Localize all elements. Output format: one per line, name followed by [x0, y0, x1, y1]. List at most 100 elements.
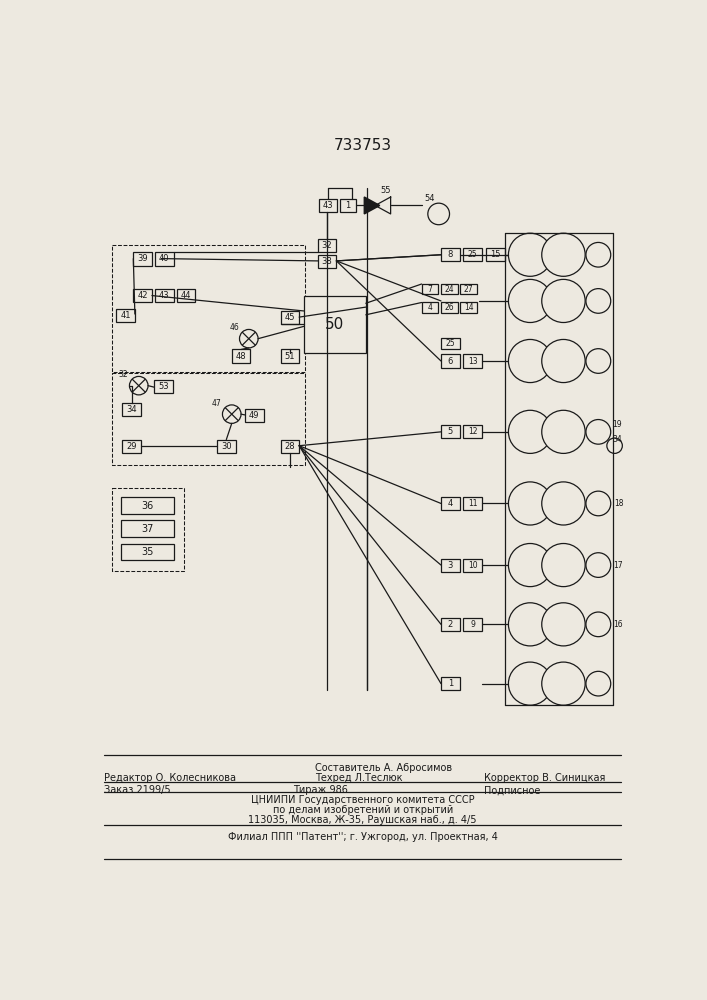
Text: 4: 4 [428, 303, 433, 312]
Circle shape [508, 279, 552, 323]
Text: 9: 9 [470, 620, 475, 629]
Bar [155, 289, 174, 302]
Text: 8: 8 [448, 250, 453, 259]
Bar [441, 677, 460, 690]
Text: 28: 28 [284, 442, 296, 451]
Bar [441, 284, 457, 294]
Text: 1: 1 [448, 679, 453, 688]
Bar [464, 559, 482, 572]
Text: 36: 36 [141, 501, 153, 511]
Bar [441, 354, 460, 368]
Circle shape [542, 544, 585, 587]
Text: 27: 27 [464, 285, 474, 294]
Bar [121, 520, 174, 537]
Text: Тираж 986: Тираж 986 [293, 785, 349, 795]
Circle shape [508, 410, 552, 453]
Bar [112, 245, 305, 372]
Bar [464, 425, 482, 438]
Bar [232, 349, 250, 363]
Circle shape [542, 662, 585, 705]
Bar [112, 488, 185, 571]
Text: 1: 1 [346, 201, 351, 210]
Text: 25: 25 [468, 250, 478, 259]
Text: 16: 16 [614, 620, 624, 629]
Text: 47: 47 [211, 399, 221, 408]
Bar [460, 284, 477, 294]
Text: 53: 53 [158, 382, 169, 391]
Text: 25: 25 [445, 339, 455, 348]
Text: Редактор О. Колесникова: Редактор О. Колесникова [104, 773, 236, 783]
Circle shape [542, 279, 585, 323]
Text: 733753: 733753 [334, 138, 392, 153]
Text: 12: 12 [468, 427, 477, 436]
Circle shape [607, 438, 622, 453]
Bar [121, 544, 174, 560]
Text: 43: 43 [322, 201, 333, 210]
Bar [281, 311, 299, 324]
Text: ЦНИИПИ Государственного комитета СССР: ЦНИИПИ Государственного комитета СССР [251, 795, 474, 805]
Text: 4: 4 [448, 499, 453, 508]
Text: 19: 19 [612, 420, 621, 429]
Circle shape [586, 491, 611, 516]
Circle shape [508, 233, 552, 276]
Text: 41: 41 [120, 311, 131, 320]
Circle shape [223, 405, 241, 423]
Text: 17: 17 [614, 561, 624, 570]
Text: 37: 37 [141, 524, 153, 534]
Bar [340, 199, 356, 212]
Text: 34: 34 [612, 435, 621, 444]
Bar [116, 309, 135, 322]
Bar [319, 199, 337, 212]
Text: 39: 39 [137, 254, 148, 263]
Text: 18: 18 [614, 499, 624, 508]
Text: 14: 14 [464, 303, 474, 312]
Circle shape [428, 203, 450, 225]
Bar [121, 497, 174, 514]
Bar [486, 248, 505, 261]
Text: 51: 51 [285, 352, 295, 361]
Text: 29: 29 [127, 442, 137, 451]
Text: Заказ 2199/5: Заказ 2199/5 [104, 785, 170, 795]
Circle shape [542, 410, 585, 453]
Text: Корректор В. Синицкая: Корректор В. Синицкая [484, 773, 605, 783]
Text: 48: 48 [235, 352, 246, 361]
Bar [177, 289, 195, 302]
Bar [112, 373, 305, 465]
Circle shape [586, 671, 611, 696]
Text: 13: 13 [468, 357, 478, 366]
Circle shape [129, 376, 148, 395]
Bar [154, 380, 173, 393]
Text: Филиал ППП ''Патент''; г. Ужгород, ул. Проектная, 4: Филиал ППП ''Патент''; г. Ужгород, ул. П… [228, 832, 498, 842]
Text: 55: 55 [380, 186, 390, 195]
Text: 54: 54 [424, 194, 435, 203]
Bar [464, 248, 482, 261]
Circle shape [542, 339, 585, 383]
Circle shape [586, 349, 611, 373]
Text: 40: 40 [159, 254, 170, 263]
Bar [317, 239, 337, 252]
Bar [304, 296, 366, 353]
Bar [122, 440, 141, 453]
Text: Техред Л.Теслюк: Техред Л.Теслюк [315, 773, 403, 783]
Text: 35: 35 [141, 547, 153, 557]
Bar [245, 409, 264, 422]
Circle shape [586, 242, 611, 267]
Text: 42: 42 [137, 291, 148, 300]
Bar [441, 559, 460, 572]
Bar [134, 252, 152, 266]
Bar [464, 618, 482, 631]
Text: 2: 2 [448, 620, 453, 629]
Text: 49: 49 [249, 411, 259, 420]
Text: 30: 30 [221, 442, 232, 451]
Text: 38: 38 [322, 257, 332, 266]
Circle shape [586, 553, 611, 577]
Text: 24: 24 [445, 285, 454, 294]
Text: 26: 26 [445, 303, 454, 312]
Circle shape [508, 339, 552, 383]
Text: Подписное: Подписное [484, 785, 540, 795]
Bar [441, 618, 460, 631]
Text: 45: 45 [285, 313, 295, 322]
Text: 50: 50 [325, 317, 344, 332]
Text: 113035, Москва, Ж-35, Раушская наб., д. 4/5: 113035, Москва, Ж-35, Раушская наб., д. … [248, 815, 477, 825]
Bar [421, 284, 438, 294]
